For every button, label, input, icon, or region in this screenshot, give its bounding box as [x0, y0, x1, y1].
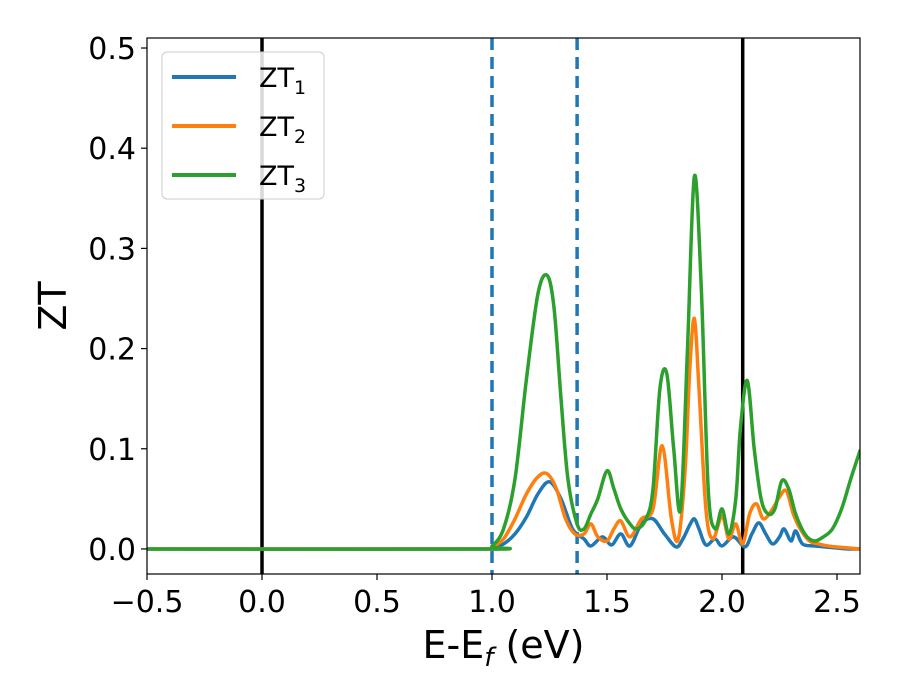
x-tick-label: −0.5 [111, 585, 184, 620]
legend-label-zt3: ZT3 [259, 161, 306, 197]
series-line-zt3 [147, 173, 860, 551]
legend: ZT1 ZT2 ZT3 [161, 51, 325, 200]
x-tick-label: 0.5 [353, 585, 401, 620]
y-tick-label: 0.3 [88, 232, 136, 267]
legend-label-zt2: ZT2 [259, 112, 306, 148]
x-tick-label: 1.0 [468, 585, 516, 620]
y-tick-label: 0.2 [88, 333, 136, 368]
y-tick-label: 0.0 [88, 533, 136, 568]
legend-label-zt1: ZT1 [259, 63, 306, 99]
y-tick-label: 0.4 [88, 132, 136, 167]
series-line-zt1 [147, 480, 860, 551]
legend-box [161, 51, 325, 200]
x-tick-label: 2.5 [813, 585, 861, 620]
y-axis-label: ZT [31, 281, 75, 331]
x-tick-label: 1.5 [583, 585, 631, 620]
x-tick-label: 0.0 [238, 585, 286, 620]
y-tick-label: 0.5 [88, 32, 136, 67]
y-tick-label: 0.1 [88, 433, 136, 468]
plot-frame [146, 37, 861, 575]
x-axis-label: E-Ef (eV) [423, 623, 585, 673]
x-tick-label: 2.0 [698, 585, 746, 620]
